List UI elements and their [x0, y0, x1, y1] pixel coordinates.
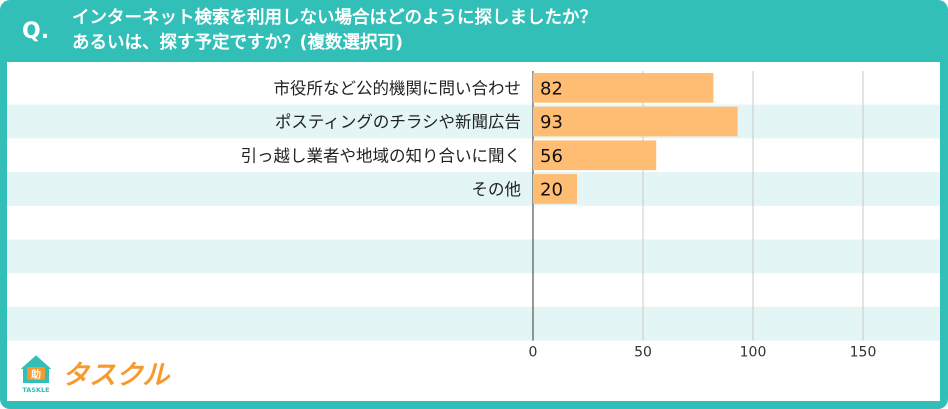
question-title: インターネット検索を利用しない場合はどのように探しましたか？ あるいは、探す予定…	[72, 6, 932, 56]
logo-subtext: TASKLE	[22, 386, 49, 394]
category-label: 市役所など公的機関に問い合わせ	[274, 79, 522, 98]
data-label: 93	[540, 112, 563, 133]
taskle-logo: 助 TASKLE タスクル	[14, 348, 174, 394]
category-label: 引っ越し業者や地域の知り合いに聞く	[241, 146, 522, 165]
row-stripe	[7, 306, 940, 341]
data-label: 20	[540, 179, 563, 200]
logo-badge: 助	[31, 368, 41, 381]
question-title-line-2: あるいは、探す予定ですか？(複数選択可)	[72, 33, 403, 53]
row-stripe	[7, 104, 940, 139]
category-label: その他	[472, 180, 522, 199]
bar	[533, 174, 577, 204]
house-icon: 助	[15, 352, 57, 385]
row-stripe	[7, 239, 940, 274]
bar	[533, 106, 738, 137]
bar	[533, 73, 714, 103]
data-label: 82	[540, 78, 563, 99]
x-tick-label: 50	[634, 345, 652, 361]
data-label: 56	[540, 146, 563, 167]
question-label: Q.	[22, 19, 50, 44]
row-stripe	[7, 172, 940, 206]
question-title-line-1: インターネット検索を利用しない場合はどのように探しましたか？	[72, 8, 597, 28]
question-header: Q. インターネット検索を利用しない場合はどのように探しましたか？ あるいは、探…	[0, 0, 948, 62]
bar	[533, 140, 657, 171]
logo-brand-text: タスクル	[62, 360, 171, 391]
chart-panel: 82 市役所など公的機関に問い合わせ 93 ポスティングのチラシや新聞広告 56 引っ越し…	[7, 62, 940, 401]
bar-chart: 82 市役所など公的機関に問い合わせ 93 ポスティングのチラシや新聞広告 56 引っ越し…	[7, 71, 940, 361]
x-tick-label: 0	[529, 345, 538, 361]
category-label: ポスティングのチラシや新聞広告	[275, 113, 521, 132]
x-tick-label: 100	[740, 345, 767, 361]
x-tick-label: 150	[850, 345, 877, 361]
